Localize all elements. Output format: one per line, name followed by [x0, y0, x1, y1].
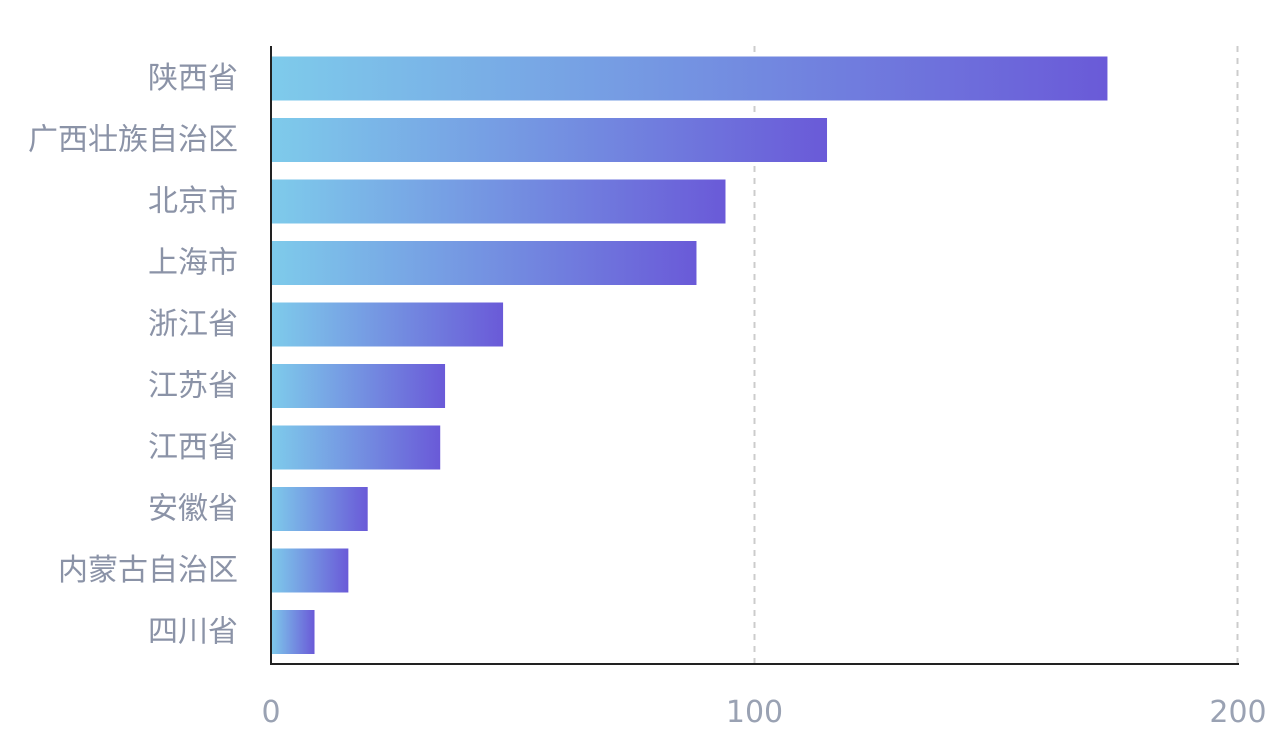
- bar-4: [271, 241, 697, 285]
- category-label-8: 安徽省: [148, 492, 238, 527]
- category-label-5: 浙江省: [148, 307, 238, 342]
- x-tick-labels: 0 100 200: [261, 695, 1266, 730]
- category-label-10: 四川省: [148, 615, 238, 650]
- bar-2: [271, 118, 828, 162]
- category-label-1: 陕西省: [148, 61, 238, 96]
- x-tick-label-0: 0: [261, 695, 280, 730]
- x-tick-label-200: 200: [1209, 695, 1266, 730]
- category-label-7: 江西省: [148, 430, 238, 465]
- category-label-3: 北京市: [148, 184, 238, 219]
- bar-9: [271, 548, 349, 593]
- category-label-9: 内蒙古自治区: [58, 553, 238, 588]
- bars: [271, 56, 1108, 654]
- bar-8: [271, 487, 368, 531]
- x-tick-label-100: 100: [726, 695, 783, 730]
- category-label-2: 广西壮族自治区: [28, 123, 238, 158]
- bar-5: [271, 302, 504, 347]
- bar-7: [271, 425, 441, 470]
- category-label-4: 上海市: [148, 246, 238, 281]
- axes: [270, 46, 1239, 665]
- bar-1: [271, 56, 1108, 101]
- bar-6: [271, 364, 446, 408]
- bar-3: [271, 179, 726, 224]
- category-label-6: 江苏省: [148, 369, 238, 404]
- bar-10: [271, 610, 315, 654]
